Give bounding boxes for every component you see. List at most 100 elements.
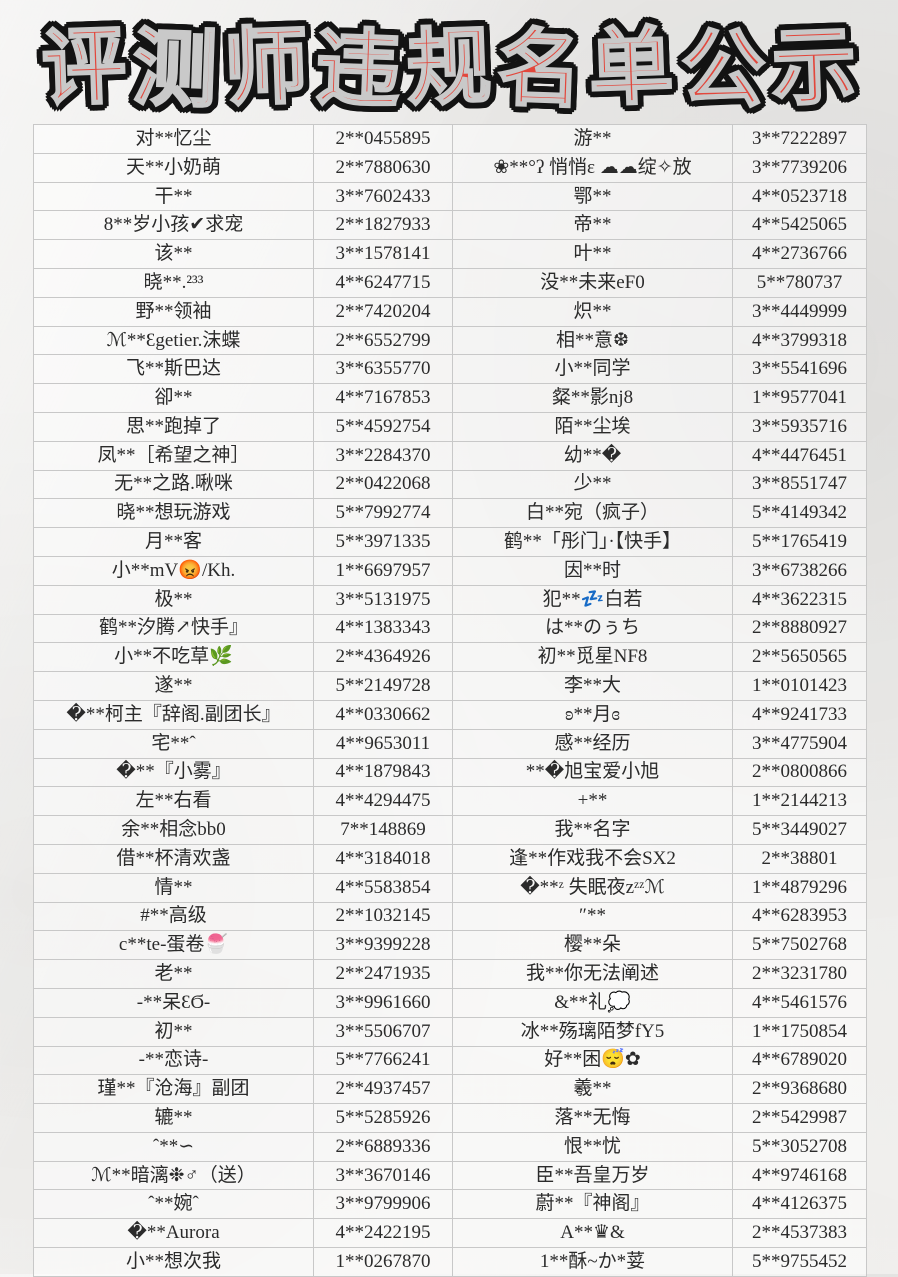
name-cell: 感**经历 — [452, 728, 733, 759]
id-cell: 2**4364926 — [313, 642, 453, 673]
table-row: 极** 3**5131975 犯**💤白若 4**3622315 — [33, 584, 867, 615]
id-cell: 3**4449999 — [732, 296, 867, 327]
id-cell: 4**9653011 — [313, 728, 453, 759]
table-row: 小**mV😡/Kh. 1**6697957 因**时 3**6738266 — [33, 555, 867, 586]
table-row: ℳ**Ɛgetier.沫蝶 2**6552799 相**意❆ 4**3799318 — [33, 325, 867, 356]
title-char: 示 — [769, 17, 859, 116]
id-cell: 5**7766241 — [313, 1045, 453, 1076]
table-row: #**高级 2**1032145 ″** 4**6283953 — [33, 901, 867, 932]
id-cell: 4**4294475 — [313, 786, 453, 817]
table-row: 该** 3**1578141 叶** 4**2736766 — [33, 239, 867, 269]
name-cell: 瑾**『沧海』副团 — [33, 1074, 314, 1105]
name-cell: 鹤**「彤门」·【快手】 — [452, 527, 733, 557]
name-cell: 宅**ˆ — [33, 728, 314, 759]
id-cell: 2**1827933 — [313, 210, 453, 241]
id-cell: 4**0330662 — [313, 699, 453, 730]
id-cell: 3**5506707 — [313, 1016, 453, 1047]
name-cell: 我**你无法阐述 — [452, 959, 733, 989]
name-cell: 幼**� — [452, 440, 733, 471]
name-cell: 该** — [33, 239, 314, 269]
page-title: 评测师违规名单公示 — [0, 0, 898, 118]
id-cell: 3**8551747 — [732, 469, 867, 500]
id-cell: 4**3184018 — [313, 843, 453, 874]
name-cell: 余**相念bb0 — [33, 815, 314, 845]
name-cell: �**Aurora — [33, 1218, 314, 1249]
id-cell: 7**148869 — [313, 815, 453, 845]
id-cell: 2**38801 — [732, 843, 867, 874]
name-cell: 小**不吃草🌿 — [33, 642, 314, 673]
id-cell: 1**0101423 — [732, 671, 867, 701]
table-row: 余**相念bb0 7**148869 我**名字 5**3449027 — [33, 815, 867, 845]
name-cell: 初**觅星NF8 — [452, 642, 733, 673]
id-cell: 4**6283953 — [732, 901, 867, 932]
name-cell: �**『小雾』 — [33, 757, 314, 788]
title-char: 师 — [222, 17, 312, 116]
table-row: 对**忆尘 2**0455895 游** 3**7222897 — [33, 124, 867, 154]
name-cell: 冰**殇璃陌梦fY5 — [452, 1016, 733, 1047]
name-cell: -**恋诗- — [33, 1045, 314, 1076]
name-cell: 卻** — [33, 383, 314, 413]
id-cell: 5**7992774 — [313, 498, 453, 529]
id-cell: 4**5461576 — [732, 987, 867, 1018]
name-cell: 遂** — [33, 671, 314, 701]
id-cell: 3**6738266 — [732, 555, 867, 586]
name-cell: 白**宛（疯子） — [452, 498, 733, 529]
table-row: 8**岁小孩✔求宠 2**1827933 帝** 4**5425065 — [33, 210, 867, 241]
name-cell: �**ᶻ 失眠夜zᶻᶻℳ — [452, 872, 733, 903]
title-char: 违 — [313, 19, 403, 118]
id-cell: 3**9961660 — [313, 987, 453, 1018]
name-cell: ℳ**Ɛgetier.沫蝶 — [33, 325, 314, 356]
id-cell: 4**3622315 — [732, 584, 867, 615]
name-cell: 晓**想玩游戏 — [33, 498, 314, 529]
table-row: 初** 3**5506707 冰**殇璃陌梦fY5 1**1750854 — [33, 1016, 867, 1047]
name-cell: 小**同学 — [452, 354, 733, 385]
name-cell: ❀**°ʔ 悄悄ε ☁☁绽✧放 — [452, 152, 733, 183]
id-cell: 3**9399228 — [313, 930, 453, 961]
name-cell: 8**岁小孩✔求宠 — [33, 210, 314, 241]
table-row: 野**领袖 2**7420204 炽** 3**4449999 — [33, 296, 867, 327]
name-cell: ˆ**婉ˆ — [33, 1189, 314, 1220]
name-cell: 相**意❆ — [452, 325, 733, 356]
id-cell: 4**6247715 — [313, 267, 453, 298]
name-cell: A**♛& — [452, 1218, 733, 1249]
table-row: -**呆ƐϬ- 3**9961660 &**礼💭 4**5461576 — [33, 987, 867, 1018]
id-cell: 3**4775904 — [732, 728, 867, 759]
id-cell: 3**7739206 — [732, 152, 867, 183]
title-char: 评 — [39, 17, 129, 116]
name-cell: ˆ**∽ — [33, 1131, 314, 1162]
name-cell: 极** — [33, 584, 314, 615]
id-cell: 1**2144213 — [732, 786, 867, 817]
id-cell: 3**5131975 — [313, 584, 453, 615]
roster-table-body: 对**忆尘 2**0455895 游** 3**7222897 天**小奶萌 2**788… — [33, 124, 867, 1277]
table-row: 遂** 5**2149728 李**大 1**0101423 — [33, 671, 867, 701]
name-cell: 鄂** — [452, 181, 733, 212]
id-cell: 4**4126375 — [732, 1189, 867, 1220]
id-cell: 5**5285926 — [313, 1103, 453, 1133]
name-cell: 辘** — [33, 1103, 314, 1133]
table-row: 卻** 4**7167853 粲**影nj8 1**9577041 — [33, 383, 867, 413]
table-row: �**柯主『辞阁.副团长』 4**0330662 ʚ**月ɞ 4**9241733 — [33, 699, 867, 730]
id-cell: 2**7880630 — [313, 152, 453, 183]
id-cell: 1**4879296 — [732, 872, 867, 903]
id-cell: 2**8880927 — [732, 613, 867, 644]
name-cell: 干** — [33, 181, 314, 212]
name-cell: 飞**斯巴达 — [33, 354, 314, 385]
id-cell: 5**1765419 — [732, 527, 867, 557]
name-cell: -**呆ƐϬ- — [33, 987, 314, 1018]
name-cell: **�旭宝爱小旭 — [452, 757, 733, 788]
table-row: ˆ**∽ 2**6889336 恨**忧 5**3052708 — [33, 1131, 867, 1162]
title-char: 测 — [130, 19, 220, 118]
id-cell: 2**4537383 — [732, 1218, 867, 1249]
name-cell: 老** — [33, 959, 314, 989]
name-cell: 初** — [33, 1016, 314, 1047]
id-cell: 3**5541696 — [732, 354, 867, 385]
id-cell: 2**1032145 — [313, 901, 453, 932]
table-row: 情** 4**5583854 �**ᶻ 失眠夜zᶻᶻℳ 1**4879296 — [33, 872, 867, 903]
table-row: 老** 2**2471935 我**你无法阐述 2**3231780 — [33, 959, 867, 989]
id-cell: 5**3052708 — [732, 1131, 867, 1162]
id-cell: 1**0267870 — [313, 1247, 453, 1277]
name-cell: 好**困😴✿ — [452, 1045, 733, 1076]
name-cell: ″** — [452, 901, 733, 932]
table-row: 辘** 5**5285926 落**无悔 2**5429987 — [33, 1103, 867, 1133]
table-row: 无**之路.啾咪 2**0422068 少** 3**8551747 — [33, 469, 867, 500]
